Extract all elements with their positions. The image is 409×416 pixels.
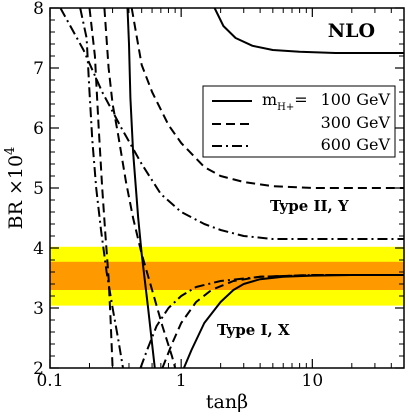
legend-mass-prefix: mH+= (262, 90, 308, 113)
y-tick-label: 7 (33, 59, 44, 79)
curve-dashdot-4 (79, 8, 124, 368)
curve-dashed-7 (161, 274, 404, 368)
legend-mass-equals: = (294, 90, 307, 109)
curve-dashed-9 (88, 8, 114, 368)
y-axis-label-main: BR ×10 (5, 155, 27, 229)
curve-solid-0 (126, 8, 156, 368)
legend-mass-symbol: m (262, 90, 277, 109)
nlo-label: NLO (328, 20, 375, 42)
y-tick-label: 8 (33, 0, 44, 19)
x-tick-label: 1 (176, 371, 187, 391)
legend-mass-subscript: H+ (277, 102, 294, 113)
y-tick-label: 4 (33, 239, 44, 259)
y-tick-label: 2 (33, 359, 44, 379)
type1-annotation: Type I, X (217, 321, 290, 339)
legend-label-300: 300 GeV (321, 113, 391, 132)
curve-dashdot-5 (59, 8, 404, 240)
curve-solid-1 (213, 8, 404, 54)
ticks: 0.1 1 10 2 3 4 5 6 7 8 (33, 0, 405, 391)
x-tick-label: 0.1 (36, 371, 63, 391)
y-axis-label-exponent: 4 (3, 147, 18, 155)
curve-dashed-3 (130, 8, 404, 189)
y-axis-label: BR ×104 (3, 147, 27, 230)
y-tick-label: 3 (33, 299, 44, 319)
x-tick-label: 10 (302, 371, 324, 391)
y-tick-label: 6 (33, 119, 44, 139)
type2-annotation: Type II, Y (270, 197, 349, 215)
y-tick-label: 5 (33, 179, 44, 199)
legend: mH+= 100 GeV 300 GeV 600 GeV (202, 85, 396, 158)
curve-dashed-2 (103, 8, 177, 368)
legend-label-600: 600 GeV (321, 135, 391, 154)
legend-label-100: 100 GeV (321, 90, 391, 109)
curves (59, 8, 404, 368)
x-axis-label: tanβ (206, 391, 248, 413)
